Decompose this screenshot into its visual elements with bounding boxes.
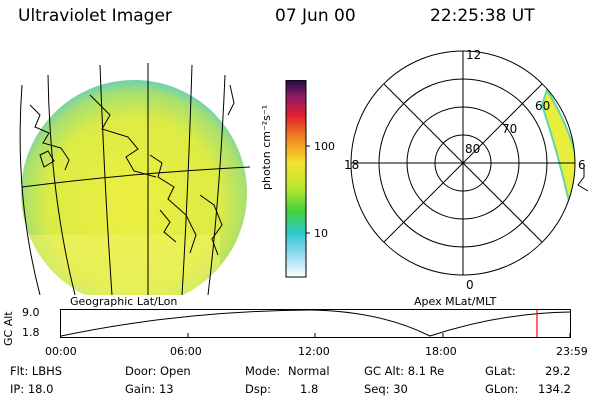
colorbar-unit-label: photon cm⁻²s⁻¹ bbox=[260, 104, 273, 190]
colorbar-tick-100: 100 bbox=[314, 140, 335, 153]
mlt-label-12: 12 bbox=[466, 48, 481, 62]
geographic-image bbox=[19, 63, 251, 295]
ip-info: IP: 18.0 bbox=[10, 382, 54, 396]
mode-label: Mode: bbox=[245, 364, 281, 378]
mode-value: Normal bbox=[288, 364, 330, 378]
time-tick-0000: 00:00 bbox=[45, 345, 77, 358]
polar-grid bbox=[350, 50, 576, 276]
glon-label: GLon: bbox=[485, 382, 519, 396]
lat-label-80: 80 bbox=[465, 142, 480, 156]
mlt-label-0: 0 bbox=[466, 278, 474, 292]
coast-fragment bbox=[577, 165, 589, 192]
orbit-ymin: 1.8 bbox=[22, 326, 40, 339]
glat-value: 29.2 bbox=[545, 364, 571, 378]
time-tick-2359: 23:59 bbox=[556, 345, 588, 358]
lat-label-60: 60 bbox=[535, 99, 550, 113]
orbit-axis-title: GC Alt bbox=[2, 311, 15, 346]
gc-alt-info: GC Alt: 8.1 Re bbox=[364, 364, 445, 378]
latitude-line bbox=[21, 166, 251, 188]
gain-info: Gain: 13 bbox=[125, 382, 174, 396]
geographic-label: Geographic Lat/Lon bbox=[70, 295, 178, 308]
polar-plot: 12 18 0 6 80 70 60 bbox=[344, 48, 589, 292]
altitude-curve bbox=[60, 309, 571, 337]
filter-info: Flt: LBHS bbox=[10, 364, 63, 378]
time-tick-1800: 18:00 bbox=[425, 345, 457, 358]
time-label: 22:25:38 UT bbox=[430, 6, 535, 26]
lat-label-70: 70 bbox=[502, 122, 517, 136]
orbit-plot bbox=[60, 309, 571, 338]
time-tick-0600: 06:00 bbox=[170, 345, 202, 358]
dsp-label: Dsp: bbox=[245, 382, 272, 396]
colorbar bbox=[285, 80, 310, 278]
colorbar-tick-10: 10 bbox=[314, 227, 328, 240]
coastlines bbox=[29, 84, 235, 256]
orbit-ticks bbox=[60, 333, 571, 337]
door-info: Door: Open bbox=[125, 364, 191, 378]
mlt-label-6: 6 bbox=[578, 158, 586, 172]
date-label: 07 Jun 00 bbox=[275, 6, 356, 26]
apex-label: Apex MLat/MLT bbox=[414, 295, 497, 308]
seq-info: Seq: 30 bbox=[364, 382, 408, 396]
instrument-title: Ultraviolet Imager bbox=[18, 6, 172, 26]
orbit-ymax: 9.0 bbox=[22, 306, 40, 319]
glat-label: GLat: bbox=[485, 364, 516, 378]
time-tick-1200: 12:00 bbox=[298, 345, 330, 358]
mlt-label-18: 18 bbox=[344, 158, 359, 172]
meridian-lines bbox=[19, 63, 226, 295]
glon-value: 134.2 bbox=[538, 382, 571, 396]
dsp-value: 1.8 bbox=[300, 382, 319, 396]
